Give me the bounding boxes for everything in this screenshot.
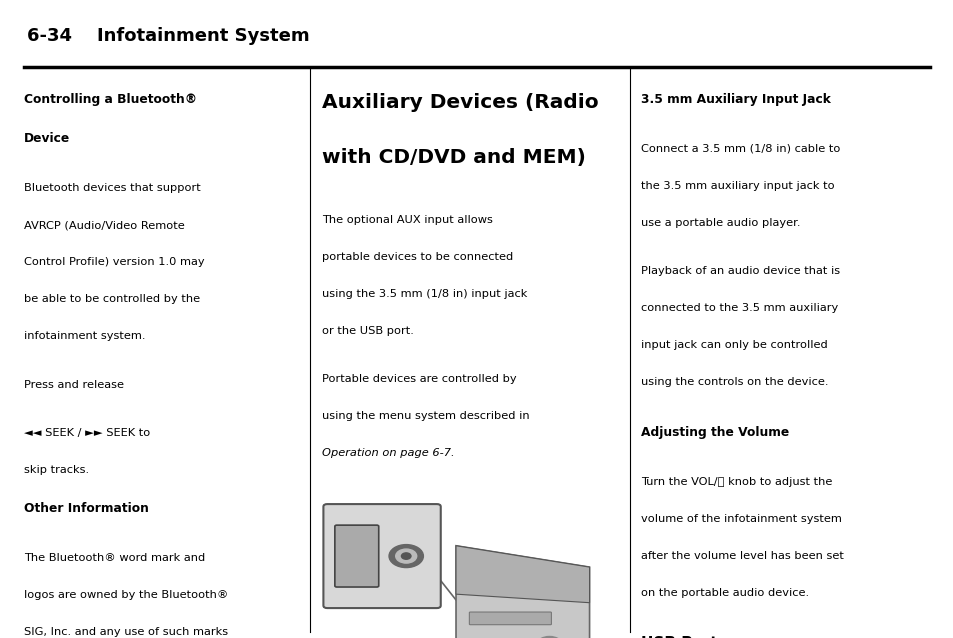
Circle shape bbox=[401, 553, 411, 560]
Text: using the menu system described in: using the menu system described in bbox=[322, 412, 530, 421]
Circle shape bbox=[536, 637, 562, 638]
Text: portable devices to be connected: portable devices to be connected bbox=[322, 252, 513, 262]
Text: Other Information: Other Information bbox=[24, 502, 149, 515]
Text: Control Profile) version 1.0 may: Control Profile) version 1.0 may bbox=[24, 257, 204, 267]
Text: on the portable audio device.: on the portable audio device. bbox=[640, 588, 808, 598]
Text: Device: Device bbox=[24, 132, 70, 145]
Text: logos are owned by the Bluetooth®: logos are owned by the Bluetooth® bbox=[24, 590, 228, 600]
Text: use a portable audio player.: use a portable audio player. bbox=[640, 218, 800, 228]
Text: 6-34    Infotainment System: 6-34 Infotainment System bbox=[27, 27, 309, 45]
Text: Connect a 3.5 mm (1/8 in) cable to: Connect a 3.5 mm (1/8 in) cable to bbox=[640, 144, 840, 154]
Text: Bluetooth devices that support: Bluetooth devices that support bbox=[24, 183, 200, 193]
Text: or the USB port.: or the USB port. bbox=[322, 326, 414, 336]
Text: the 3.5 mm auxiliary input jack to: the 3.5 mm auxiliary input jack to bbox=[640, 181, 834, 191]
Text: SIG, Inc. and any use of such marks: SIG, Inc. and any use of such marks bbox=[24, 627, 228, 637]
FancyBboxPatch shape bbox=[323, 504, 440, 608]
Text: Press and release: Press and release bbox=[24, 380, 124, 390]
Text: The optional AUX input allows: The optional AUX input allows bbox=[322, 215, 493, 225]
Circle shape bbox=[395, 549, 416, 563]
Text: Controlling a Bluetooth®: Controlling a Bluetooth® bbox=[24, 93, 196, 105]
Text: Portable devices are controlled by: Portable devices are controlled by bbox=[322, 375, 517, 384]
Text: infotainment system.: infotainment system. bbox=[24, 331, 145, 341]
Text: using the 3.5 mm (1/8 in) input jack: using the 3.5 mm (1/8 in) input jack bbox=[322, 289, 527, 299]
Circle shape bbox=[389, 545, 423, 568]
FancyBboxPatch shape bbox=[335, 525, 378, 587]
Text: AVRCP (Audio/Video Remote: AVRCP (Audio/Video Remote bbox=[24, 220, 185, 230]
Text: skip tracks.: skip tracks. bbox=[24, 465, 89, 475]
FancyBboxPatch shape bbox=[469, 612, 551, 625]
Polygon shape bbox=[456, 545, 589, 603]
Text: ◄◄ SEEK / ►► SEEK to: ◄◄ SEEK / ►► SEEK to bbox=[24, 428, 150, 438]
Text: with CD/DVD and MEM): with CD/DVD and MEM) bbox=[322, 148, 586, 167]
Text: USB Port: USB Port bbox=[640, 636, 717, 638]
Text: connected to the 3.5 mm auxiliary: connected to the 3.5 mm auxiliary bbox=[640, 303, 838, 313]
Polygon shape bbox=[456, 545, 589, 638]
Text: Auxiliary Devices (Radio: Auxiliary Devices (Radio bbox=[322, 93, 598, 112]
Text: volume of the infotainment system: volume of the infotainment system bbox=[640, 514, 841, 524]
Text: input jack can only be controlled: input jack can only be controlled bbox=[640, 340, 827, 350]
Text: using the controls on the device.: using the controls on the device. bbox=[640, 377, 828, 387]
Text: be able to be controlled by the: be able to be controlled by the bbox=[24, 294, 200, 304]
Text: Adjusting the Volume: Adjusting the Volume bbox=[640, 426, 788, 438]
Text: The Bluetooth® word mark and: The Bluetooth® word mark and bbox=[24, 553, 205, 563]
Text: Operation on page 6-7.: Operation on page 6-7. bbox=[322, 449, 455, 458]
Text: 3.5 mm Auxiliary Input Jack: 3.5 mm Auxiliary Input Jack bbox=[640, 93, 830, 105]
Text: Turn the VOL/⏻ knob to adjust the: Turn the VOL/⏻ knob to adjust the bbox=[640, 477, 832, 487]
Text: Playback of an audio device that is: Playback of an audio device that is bbox=[640, 266, 840, 276]
Bar bbox=[320, 494, 600, 638]
Text: after the volume level has been set: after the volume level has been set bbox=[640, 551, 843, 561]
